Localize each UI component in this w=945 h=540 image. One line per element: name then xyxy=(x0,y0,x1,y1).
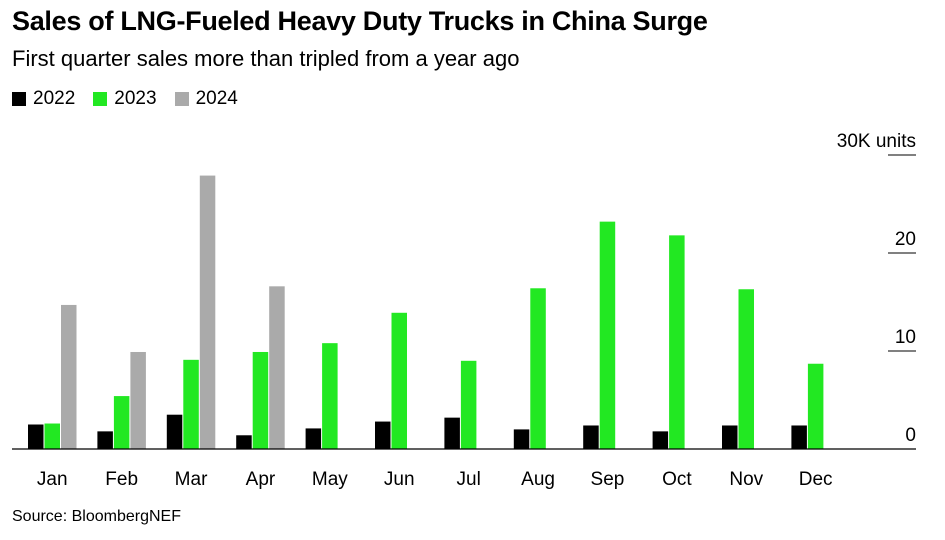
bar-2023-jan xyxy=(44,423,60,449)
legend-swatch-2024 xyxy=(174,92,189,106)
y-tick-label-30: 30K units xyxy=(837,131,916,152)
x-tick-label-dec: Dec xyxy=(799,469,833,490)
legend-item-2023: 2023 xyxy=(93,88,157,110)
bar-2022-mar xyxy=(166,414,183,449)
legend-label-2022: 2022 xyxy=(33,88,76,109)
bar-2023-nov xyxy=(738,289,754,449)
y-tick-label-0: 0 xyxy=(905,425,916,446)
chart-subtitle: First quarter sales more than tripled fr… xyxy=(12,46,520,71)
legend-label-2023: 2023 xyxy=(114,88,157,109)
x-tick-label-jun: Jun xyxy=(384,469,415,490)
x-tick-label-may: May xyxy=(312,469,348,490)
bar-2022-sep xyxy=(583,425,599,449)
bar-2022-nov xyxy=(722,425,738,449)
bar-2022-jan xyxy=(28,424,44,449)
bar-2022-feb xyxy=(97,431,113,449)
x-tick-label-mar: Mar xyxy=(175,469,208,490)
bar-2022-may xyxy=(305,428,322,449)
bar-2023-feb xyxy=(113,396,130,449)
legend-item-2024: 2024 xyxy=(174,88,238,110)
legend-swatch-2022 xyxy=(12,92,26,106)
bar-2022-aug xyxy=(513,429,530,449)
bar-2022-oct xyxy=(652,431,669,449)
x-tick-label-oct: Oct xyxy=(662,469,692,490)
x-tick-label-sep: Sep xyxy=(591,469,625,490)
bar-2023-jun xyxy=(391,312,407,449)
x-tick-label-jul: Jul xyxy=(457,469,481,490)
legend-swatch-2023 xyxy=(93,92,108,106)
x-tick-label-nov: Nov xyxy=(729,469,763,490)
bar-2023-sep xyxy=(599,221,616,449)
x-tick-label-apr: Apr xyxy=(246,469,276,490)
bar-2023-dec xyxy=(807,363,824,449)
x-tick-label-feb: Feb xyxy=(105,469,138,490)
bar-2024-apr xyxy=(269,286,285,449)
bar-2022-jul xyxy=(444,417,460,449)
bar-2024-feb xyxy=(130,351,146,449)
bar-2023-apr xyxy=(252,351,269,449)
source-note: Source: BloombergNEF xyxy=(12,508,181,525)
legend-label-2024: 2024 xyxy=(195,88,238,109)
bar-2023-may xyxy=(322,343,338,449)
legend: 2022 2023 2024 xyxy=(12,88,238,110)
bar-2022-dec xyxy=(791,425,807,449)
x-tick-label-aug: Aug xyxy=(521,469,555,490)
chart-title: Sales of LNG-Fueled Heavy Duty Trucks in… xyxy=(12,6,708,36)
legend-item-2022: 2022 xyxy=(12,88,75,110)
bar-2022-apr xyxy=(236,435,252,449)
y-tick-label-20: 20 xyxy=(895,229,916,250)
bar-2024-mar xyxy=(199,175,216,449)
bar-2023-aug xyxy=(530,288,546,449)
bar-2023-mar xyxy=(183,359,199,449)
bar-2023-jul xyxy=(460,360,477,449)
bar-2023-oct xyxy=(669,235,685,449)
y-tick-label-10: 10 xyxy=(895,327,916,348)
bar-2022-jun xyxy=(375,421,391,449)
bar-2024-jan xyxy=(61,304,77,449)
x-tick-label-jan: Jan xyxy=(37,469,68,490)
